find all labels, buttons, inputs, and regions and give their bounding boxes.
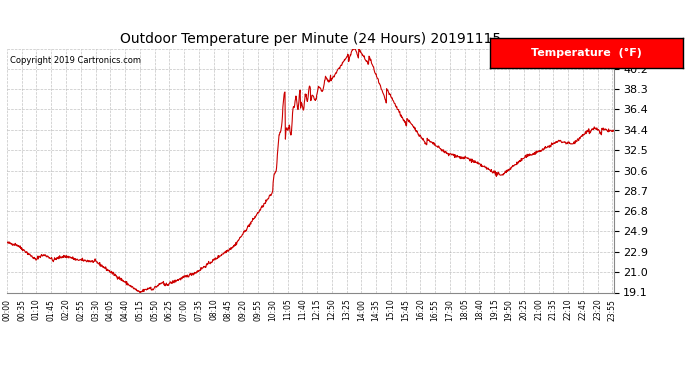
Temperature  (°F) [539,147,547,151]
Text: Copyright 2019 Cartronics.com: Copyright 2019 Cartronics.com [10,56,141,65]
Temperature  (°F) [138,289,146,293]
Temperature  (°F) [3,240,11,244]
Temperature  (°F) [406,119,414,124]
Temperature  (°F) [485,167,493,172]
Temperature  (°F) [206,261,215,266]
Text: Temperature  (°F): Temperature (°F) [531,48,642,57]
Line: Temperature  (°F): Temperature (°F) [7,49,614,292]
Temperature  (°F) [123,283,131,287]
Temperature  (°F) [349,46,357,51]
Title: Outdoor Temperature per Minute (24 Hours) 20191115: Outdoor Temperature per Minute (24 Hours… [120,32,501,46]
Temperature  (°F) [136,290,144,295]
Temperature  (°F) [610,129,618,133]
